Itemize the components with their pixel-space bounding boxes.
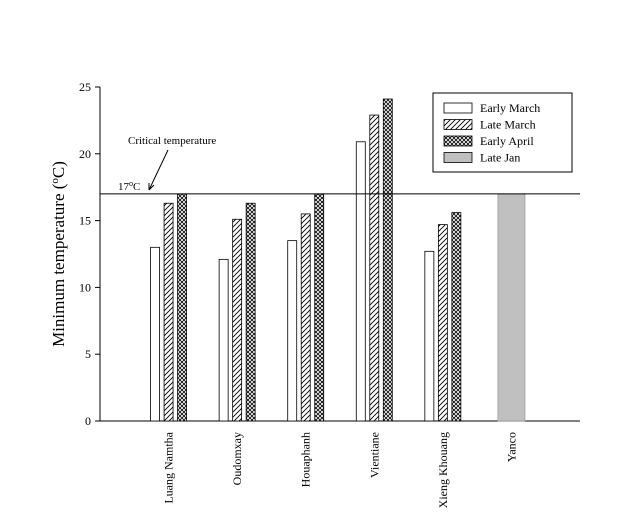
x-tick-label: Vientiane xyxy=(367,432,381,478)
x-tick-label: Yanco xyxy=(504,432,518,462)
bar xyxy=(150,246,160,422)
y-tick-label: 25 xyxy=(79,80,91,94)
bar xyxy=(300,213,311,422)
y-tick-label: 10 xyxy=(79,280,91,294)
legend-label: Early March xyxy=(480,101,540,115)
legend-label: Late Jan xyxy=(480,151,520,165)
x-tick-label: Oudomxay xyxy=(230,432,244,485)
annotation: Critical temperature xyxy=(128,135,216,147)
bar xyxy=(451,212,462,422)
bar xyxy=(382,98,393,422)
bar xyxy=(314,193,325,422)
bar xyxy=(287,240,298,422)
reference-label-part: 17 xyxy=(118,181,130,193)
reference-label-part: o xyxy=(129,178,133,187)
y-axis-label: Minimum temperature (oC) xyxy=(49,161,68,347)
legend-swatch xyxy=(443,152,473,163)
legend-label: Late March xyxy=(480,118,536,132)
annotation-arrow xyxy=(148,149,169,191)
reference-label: 17oC xyxy=(118,178,140,193)
bar xyxy=(369,114,380,422)
bar xyxy=(437,224,448,422)
bar xyxy=(424,250,435,422)
legend-swatch xyxy=(443,135,473,147)
bar xyxy=(497,193,526,422)
legend-swatch xyxy=(443,119,473,130)
bar xyxy=(177,193,187,422)
bar xyxy=(355,141,366,422)
y-tick-label: 0 xyxy=(85,414,91,428)
y-tick-label: 5 xyxy=(85,347,91,361)
bar xyxy=(163,202,174,422)
bar xyxy=(218,258,229,422)
legend-swatch xyxy=(443,102,473,114)
x-tick-label: Houaphanh xyxy=(299,432,313,487)
reference-label-part: C xyxy=(133,181,140,193)
bar xyxy=(232,218,243,422)
x-tick-label: Luang Namtha xyxy=(162,431,176,503)
arrow-head xyxy=(148,183,155,191)
y-tick-label: 15 xyxy=(79,214,91,228)
x-tick-label: Xieng Khouang xyxy=(436,432,450,508)
legend-label: Early April xyxy=(480,134,534,148)
y-tick-label: 20 xyxy=(79,147,91,161)
bar xyxy=(245,202,256,422)
y-axis-label-part: C) xyxy=(49,161,68,178)
y-axis-label-part: Minimum temperature ( xyxy=(49,183,68,347)
y-axis-label-part: o xyxy=(49,178,61,184)
